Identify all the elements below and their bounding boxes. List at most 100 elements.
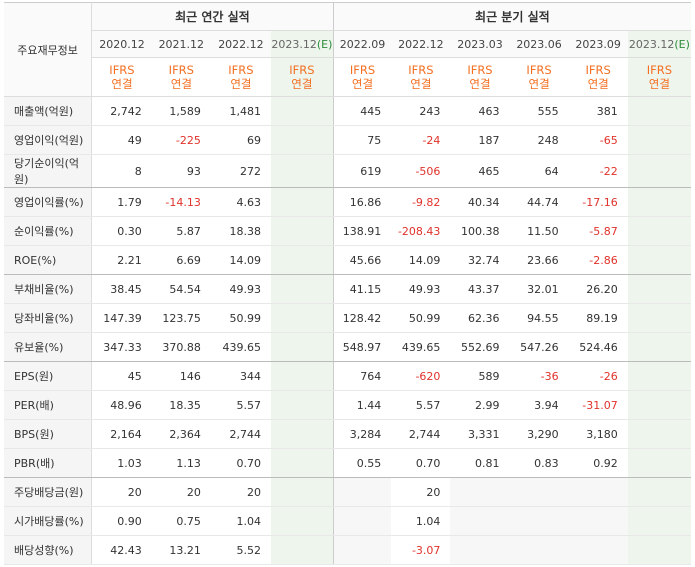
quarter-cell — [509, 477, 569, 507]
quarter-cell: 23.66 — [509, 245, 569, 275]
row-label: 순이익률(%) — [4, 216, 93, 246]
quarter-cell: 89.19 — [568, 303, 628, 333]
table-row: 시가배당률(%) 0.90 0.75 1.04 1.04 — [4, 506, 691, 536]
quarter-cell — [568, 477, 628, 507]
ifrs-label: IFRS — [109, 63, 135, 77]
annual-cell — [271, 96, 334, 126]
quarter-cell: 3,331 — [450, 419, 510, 449]
quarter-cell: 41.15 — [333, 274, 392, 304]
quarter-ifrs-2: IFRS 연결 — [450, 57, 510, 97]
table-row: 순이익률(%) 0.30 5.87 18.38 138.91 -208.43 100.38 1… — [4, 216, 691, 246]
annual-cell: 14.09 — [210, 245, 271, 275]
quarter-cell: 11.50 — [509, 216, 569, 246]
quarter-cell: -36 — [509, 361, 569, 391]
annual-cell: 20 — [210, 477, 271, 507]
row-label: 매출액(억원) — [4, 96, 93, 126]
quarter-cell: 100.38 — [450, 216, 510, 246]
annual-cell — [271, 154, 334, 188]
annual-cell: 6.69 — [151, 245, 211, 275]
period-date: 2022.12 — [218, 37, 264, 51]
quarter-cell: 94.55 — [509, 303, 569, 333]
quarter-cell: 3,290 — [509, 419, 569, 449]
annual-cell — [271, 274, 334, 304]
quarter-cell — [509, 535, 569, 565]
quarter-cell — [627, 154, 691, 188]
annual-cell: 42.43 — [91, 535, 152, 565]
quarter-cell — [333, 477, 392, 507]
quarter-cell: 128.42 — [333, 303, 392, 333]
ifrs-label: IFRS — [168, 63, 194, 77]
quarter-cell: 50.99 — [391, 303, 451, 333]
period-date: 2022.12 — [398, 37, 444, 51]
quarter-cell: -3.07 — [391, 535, 451, 565]
quarter-cell: 187 — [450, 125, 510, 155]
annual-cell: 5.57 — [210, 390, 271, 420]
row-label: PER(배) — [4, 390, 93, 420]
annual-cell: 347.33 — [91, 332, 152, 362]
quarter-cell: -2.86 — [568, 245, 628, 275]
row-label: 당좌비율(%) — [4, 303, 93, 333]
quarter-cell — [627, 419, 691, 449]
annual-cell — [271, 419, 334, 449]
quarter-cell — [627, 361, 691, 391]
quarter-cell: -9.82 — [391, 187, 451, 217]
annual-cell: 2.21 — [91, 245, 152, 275]
quarter-cell: 26.20 — [568, 274, 628, 304]
quarter-cell — [627, 448, 691, 478]
quarter-cell: 64 — [509, 154, 569, 188]
table-row: 당기순이익(억원) 8 93 272 619 -506 465 64 -22 — [4, 154, 691, 188]
quarter-cell — [627, 187, 691, 217]
annual-period-0: 2020.12 — [91, 30, 152, 58]
annual-cell — [271, 361, 334, 391]
annual-cell — [271, 332, 334, 362]
quarter-cell — [627, 477, 691, 507]
quarter-cell: 548.97 — [333, 332, 392, 362]
quarter-cell: 463 — [450, 96, 510, 126]
row-label: 당기순이익(억원) — [4, 154, 93, 188]
annual-cell: 344 — [210, 361, 271, 391]
annual-cell: 50.99 — [210, 303, 271, 333]
table-row: EPS(원) 45 146 344 764 -620 589 -36 -26 — [4, 361, 691, 391]
quarter-cell: 1.04 — [391, 506, 451, 536]
annual-cell: 272 — [210, 154, 271, 188]
quarter-cell: 32.74 — [450, 245, 510, 275]
annual-cell — [271, 245, 334, 275]
annual-cell: 146 — [151, 361, 211, 391]
quarter-cell: 248 — [509, 125, 569, 155]
quarter-cell — [568, 506, 628, 536]
financial-table: 주요재무정보 최근 연간 실적 최근 분기 실적 2020.12 2021.12 2… — [4, 2, 691, 565]
annual-cell: 49.93 — [210, 274, 271, 304]
quarter-cell: 32.01 — [509, 274, 569, 304]
consolidated-label: 연결 — [291, 77, 313, 91]
quarter-cell — [627, 506, 691, 536]
quarter-period-4: 2023.09 — [568, 30, 628, 58]
quarter-cell: -620 — [391, 361, 451, 391]
ifrs-label: IFRS — [526, 63, 552, 77]
annual-cell: -225 — [151, 125, 211, 155]
annual-cell: 13.21 — [151, 535, 211, 565]
annual-cell: 69 — [210, 125, 271, 155]
annual-cell: 49 — [91, 125, 152, 155]
quarter-cell — [627, 303, 691, 333]
ifrs-label: IFRS — [289, 63, 315, 77]
row-label: BPS(원) — [4, 419, 93, 449]
quarter-cell: -31.07 — [568, 390, 628, 420]
quarter-cell: 138.91 — [333, 216, 392, 246]
period-date: 2021.12 — [158, 37, 205, 51]
quarter-cell: 5.57 — [391, 390, 451, 420]
quarter-cell — [627, 96, 691, 126]
table-row: 매출액(억원) 2,742 1,589 1,481 445 243 463 555 381 — [4, 96, 691, 126]
quarter-cell: 43.37 — [450, 274, 510, 304]
row-label: 배당성향(%) — [4, 535, 93, 565]
annual-cell: 8 — [91, 154, 152, 188]
quarter-cell — [450, 535, 510, 565]
quarter-cell — [627, 125, 691, 155]
annual-cell: 5.52 — [210, 535, 271, 565]
annual-cell: 370.88 — [151, 332, 211, 362]
annual-cell — [271, 303, 334, 333]
quarter-cell: -22 — [568, 154, 628, 188]
quarter-cell — [627, 390, 691, 420]
table-row: 부채비율(%) 38.45 54.54 49.93 41.15 49.93 43.37 32.… — [4, 274, 691, 304]
row-label: 영업이익률(%) — [4, 187, 93, 217]
quarter-cell — [627, 245, 691, 275]
